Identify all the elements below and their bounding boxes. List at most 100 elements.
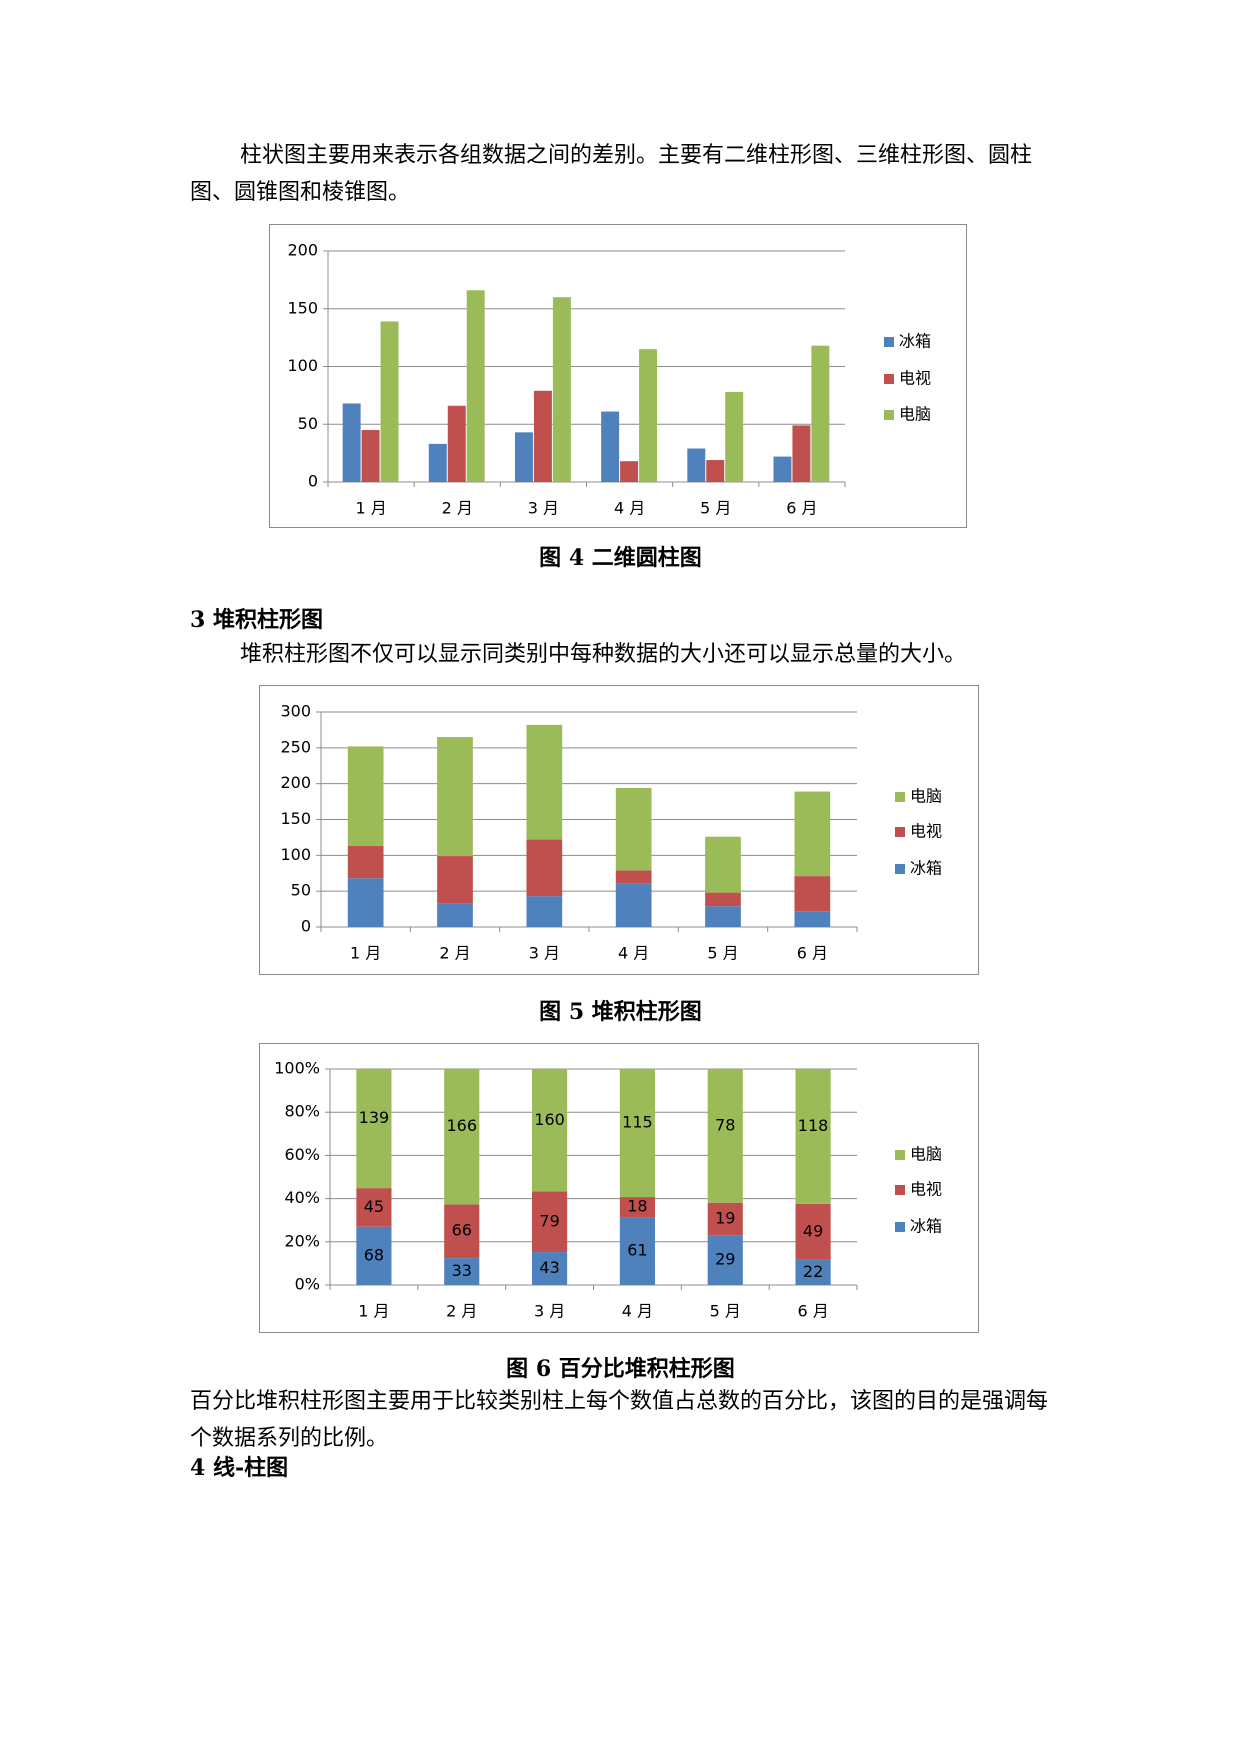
y-tick-label: 200: [287, 241, 318, 260]
legend-swatch: [884, 337, 894, 347]
bar-segment: [615, 870, 652, 884]
y-tick-label: 40%: [284, 1188, 320, 1207]
data-label: 78: [715, 1115, 735, 1134]
bar: [533, 390, 552, 482]
legend-swatch: [895, 1222, 905, 1232]
paragraph: 柱状图主要用来表示各组数据之间的差别。主要有二维柱形图、三维柱形图、圆柱图、圆锥…: [190, 143, 1033, 205]
bar-segment: [526, 896, 563, 927]
bar-segment: [437, 856, 473, 904]
y-tick-label: 50: [291, 881, 311, 900]
legend-label: 电脑: [910, 1145, 942, 1164]
bar: [466, 290, 485, 482]
bar-segment: [347, 746, 384, 847]
x-tick-label: 6 月: [786, 499, 817, 518]
bar-segment: [615, 883, 652, 927]
chart: 0 50 100 150 200 250 300 1 月 2 月 3 月 4 月 5 月 6 月 电脑电视…: [259, 685, 979, 975]
caption: 图 6 百分比堆积柱形图: [506, 1356, 735, 1382]
legend-label: 冰箱: [910, 859, 942, 878]
bar-segment: [707, 1202, 743, 1236]
x-tick-label: 5 月: [707, 944, 738, 963]
bar-segment: [795, 1069, 831, 1204]
bar-segment: [356, 1188, 392, 1227]
y-tick-label: 50: [298, 414, 318, 433]
legend-swatch: [895, 827, 905, 837]
bar-segment: [794, 876, 831, 912]
chart: 0% 20% 40% 60% 80% 100% 1 月 68 45 139 2 月 33 66 166 3 …: [259, 1043, 979, 1333]
data-label: 118: [798, 1116, 829, 1135]
bar-segment: [705, 892, 741, 907]
y-tick-label: 200: [280, 773, 311, 792]
data-label: 139: [359, 1108, 390, 1127]
legend-label: 电视: [910, 822, 942, 841]
data-label: 43: [539, 1258, 559, 1277]
x-tick-label: 6 月: [797, 944, 828, 963]
data-label: 29: [715, 1250, 735, 1269]
x-tick-label: 4 月: [622, 1302, 653, 1321]
bar-segment: [347, 846, 384, 879]
bar: [620, 461, 639, 482]
bar-segment: [795, 1259, 831, 1285]
bar-segment: [619, 1069, 655, 1198]
data-label: 160: [534, 1110, 565, 1129]
legend-label: 电脑: [899, 405, 931, 424]
bar-segment: [444, 1258, 480, 1285]
bar-segment: [619, 1217, 655, 1285]
x-tick-label: 5 月: [700, 499, 731, 518]
x-tick-label: 1 月: [358, 1302, 389, 1321]
bar-segment: [356, 1069, 392, 1189]
data-label: 61: [627, 1241, 647, 1260]
bar-segment: [532, 1252, 568, 1285]
y-tick-label: 0%: [295, 1275, 320, 1294]
legend-label: 冰箱: [899, 332, 931, 351]
bar: [639, 349, 658, 482]
bar: [773, 456, 792, 482]
legend-swatch: [895, 792, 905, 802]
y-tick-label: 300: [280, 702, 311, 721]
legend-swatch: [895, 1150, 905, 1160]
x-tick-label: 3 月: [528, 499, 559, 518]
legend-swatch: [895, 1185, 905, 1195]
y-tick-label: 0: [301, 917, 311, 936]
y-tick-label: 150: [287, 298, 318, 317]
bar-segment: [437, 903, 473, 927]
bar-segment: [705, 906, 741, 927]
bar: [811, 345, 830, 482]
bar-segment: [619, 1197, 655, 1218]
legend-label: 电视: [899, 369, 931, 388]
bar-segment: [532, 1069, 568, 1192]
y-tick-label: 100: [287, 356, 318, 375]
bar: [601, 411, 620, 482]
y-tick-label: 80%: [284, 1102, 320, 1121]
data-label: 66: [452, 1221, 472, 1240]
x-tick-label: 2 月: [446, 1302, 477, 1321]
bar-segment: [794, 791, 831, 877]
y-tick-label: 20%: [284, 1231, 320, 1250]
data-label: 79: [539, 1211, 559, 1230]
bar: [792, 425, 811, 482]
y-tick-label: 100%: [274, 1059, 320, 1078]
legend-swatch: [884, 374, 894, 384]
data-label: 22: [803, 1262, 823, 1281]
bar: [342, 403, 361, 482]
data-label: 45: [364, 1197, 384, 1216]
heading: 4 线-柱图: [190, 1455, 289, 1481]
legend-label: 电脑: [910, 787, 942, 806]
bar-segment: [444, 1069, 480, 1205]
bar-segment: [526, 724, 563, 840]
data-label: 166: [446, 1116, 477, 1135]
bar: [552, 297, 571, 482]
x-tick-label: 2 月: [439, 944, 470, 963]
x-tick-label: 4 月: [614, 499, 645, 518]
bar: [447, 405, 466, 482]
paragraph: 堆积柱形图不仅可以显示同类别中每种数据的大小还可以显示总量的大小。: [240, 642, 967, 667]
legend-swatch: [884, 410, 894, 420]
bar-segment: [356, 1226, 392, 1285]
bar-segment: [794, 911, 831, 927]
bar: [687, 448, 706, 482]
y-tick-label: 60%: [284, 1145, 320, 1164]
bar-segment: [705, 836, 741, 893]
x-tick-label: 6 月: [797, 1302, 828, 1321]
x-tick-label: 4 月: [618, 944, 649, 963]
y-tick-label: 150: [280, 809, 311, 828]
